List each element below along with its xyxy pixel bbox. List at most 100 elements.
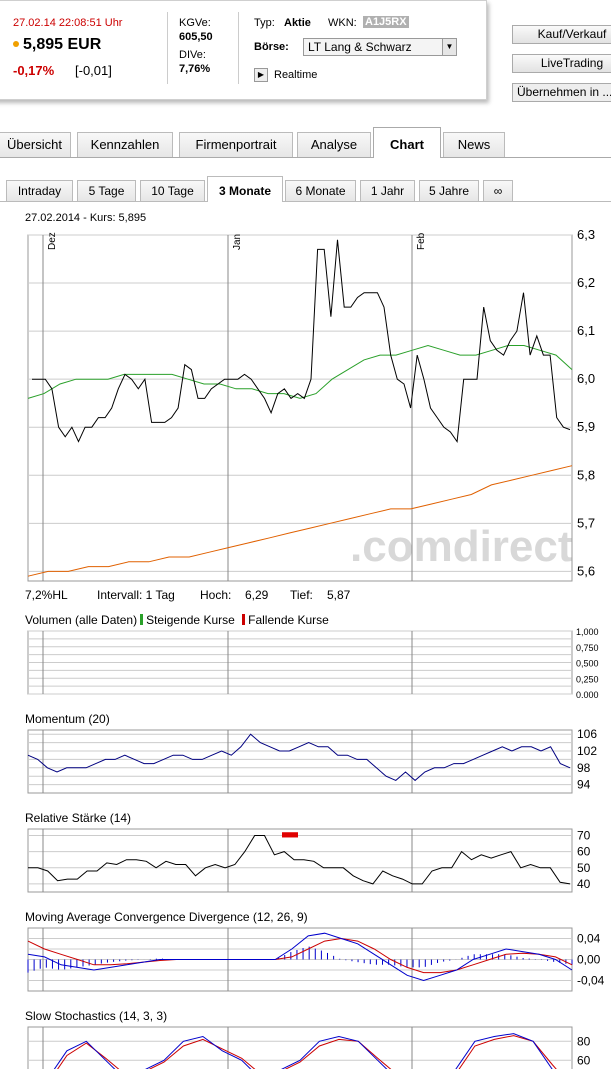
tab-bar-line [0,157,611,158]
realtime-link[interactable]: Realtime [274,69,318,81]
kauf-verkauf-button[interactable]: Kauf/Verkauf [512,25,611,44]
subtab-5-tage[interactable]: 5 Tage [77,180,136,201]
quote-price: 5,895 EUR [23,36,102,53]
y-tick-label: 70 [577,828,591,842]
tab-kennzahlen[interactable]: Kennzahlen [77,132,173,157]
tab-uebersicht[interactable]: Übersicht [0,132,71,157]
stat-hl: 7,2%HL [25,588,68,602]
typ-label: Typ: [254,17,275,29]
quote-change-abs: [-0,01] [75,63,112,78]
dropdown-arrow-icon: ▼ [442,39,456,55]
x-tick-label: Dez [47,232,58,250]
kgve-value: 605,50 [179,31,213,43]
subtab-3-monate[interactable]: 3 Monate [207,176,283,202]
watermark-logo: .comdirect [350,522,573,571]
dive-value: 7,76% [179,63,211,75]
y-tick-label: 106 [577,727,597,741]
macd-title: Moving Average Convergence Divergence (1… [25,910,308,924]
y-tick-label: 1,000 [576,628,599,637]
dive-label: DIVe: [179,49,206,61]
y-tick-label: 0,000 [576,690,599,698]
subtab-5-jahre[interactable]: 5 Jahre [419,180,479,201]
y-tick-label: 6,1 [577,323,595,338]
tab-news[interactable]: News [443,132,505,157]
livetrading-button[interactable]: LiveTrading [512,54,611,73]
wkn-value[interactable]: A1J5RX [363,16,409,28]
rsi-title: Relative Stärke (14) [25,811,132,825]
falling-swatch [242,614,246,625]
rsi-chart: 70 60 50 40 [27,828,591,893]
stat-hoch: 6,29 [245,588,269,602]
y-tick-label: 5,7 [577,515,595,530]
y-tick-label: 5,6 [577,563,595,578]
series-gd200-line [27,465,573,577]
y-tick-label: 94 [577,778,591,792]
subtab-6-monate[interactable]: 6 Monate [285,180,356,201]
y-tick-label: 80 [577,1034,591,1048]
play-icon[interactable]: ▶ [254,68,268,82]
boerse-select-value: LT Lang & Schwarz [308,40,412,54]
x-tick-label: Jan [232,234,243,250]
y-tick-label: 102 [577,744,597,758]
quote-change-pct: -0,17% [13,63,55,78]
y-tick-label: 6,0 [577,371,595,386]
y-tick-label: 0,04 [577,932,601,946]
uebernehmen-button[interactable]: Übernehmen in ... [512,83,611,102]
status-dot-icon [13,41,19,47]
volume-rising: Steigende Kurse [146,613,235,627]
volume-legend: Volumen (alle Daten) Steigende Kurse Fall… [25,613,329,627]
y-tick-label: 60 [577,845,591,859]
tab-firmenportrait[interactable]: Firmenportrait [179,132,293,157]
rsi-overbought-marker [282,832,298,838]
series-signal-line [27,937,573,974]
series-d-line [57,1035,557,1069]
volume-falling: Fallende Kurse [248,613,329,627]
y-tick-label: 0,750 [576,643,599,653]
typ-value: Aktie [284,17,311,29]
quote-datetime: 27.02.14 22:08:51 Uhr [13,17,123,29]
plot-frame [27,828,573,893]
y-tick-label: 5,9 [577,419,595,434]
boerse-select[interactable]: LT Lang & Schwarz ▼ [303,38,457,56]
stat-tief: 5,87 [327,588,351,602]
y-tick-label: 6,2 [577,275,595,290]
tab-chart[interactable]: Chart [373,127,441,158]
subtab-intraday[interactable]: Intraday [6,180,73,201]
series-gd38-line [27,344,573,399]
rising-swatch [140,614,144,625]
subtab-bar-line [0,201,611,202]
subtab-1-jahr[interactable]: 1 Jahr [360,180,415,201]
y-tick-label: 5,8 [577,467,595,482]
y-tick-label: 98 [577,761,591,775]
chart-header: 27.02.2014 - Kurs: 5,895 [25,212,147,224]
stoch-title: Slow Stochastics (14, 3, 3) [25,1009,168,1023]
series-rsi-line [28,835,571,885]
series-k-line [53,1033,553,1069]
stat-intervall: Intervall: 1 Tag [97,588,175,602]
y-tick-label: 40 [577,877,591,891]
volume-chart: 1,000 0,750 0,500 0,250 0,000 [27,628,599,698]
plot-frame [27,729,573,794]
series-macd-line [27,932,573,982]
y-tick-label: 0,00 [577,953,601,967]
volume-title: Volumen (alle Daten) [25,613,138,627]
divider [167,12,168,84]
price-chart: .comdirect 6,3 6,2 6,1 6,0 5,9 5,8 5,7 5,6 Dez Ja… [27,228,595,582]
x-tick-label: Feb [416,232,427,250]
divider [238,12,239,84]
boerse-label: Börse: [254,41,289,53]
tab-analyse[interactable]: Analyse [297,132,371,157]
y-tick-label: 0,500 [576,659,599,669]
macd-chart: 0,04 0,00 -0,04 [27,927,605,992]
wkn-label: WKN: [328,17,357,29]
stat-tief-label: Tief: [290,588,313,602]
momentum-chart: 106 102 98 94 [27,727,597,794]
subtab-max[interactable]: ∞ [483,180,513,201]
plot-frame [27,1026,573,1069]
y-tick-label: 6,3 [577,228,595,242]
series-kurs-line [32,239,571,443]
series-momentum-line [27,733,571,782]
y-tick-label: 0,250 [576,674,599,684]
subtab-10-tage[interactable]: 10 Tage [140,180,205,201]
kgve-label: KGVe: [179,17,211,29]
